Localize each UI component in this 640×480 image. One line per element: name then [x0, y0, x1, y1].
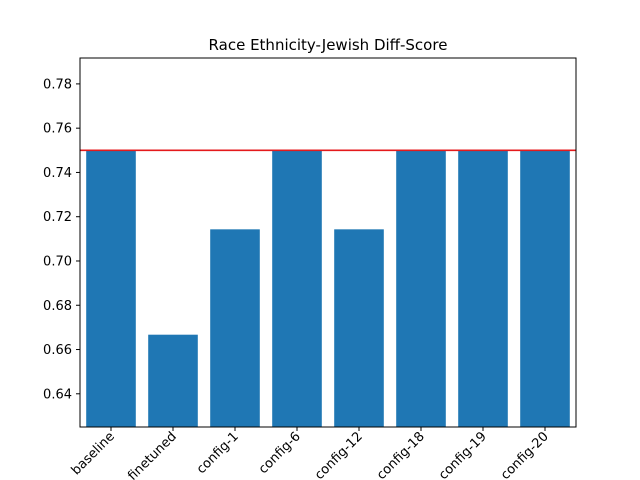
- x-ticks-layer: baseline finetuned config-1 config-6 config-…: [69, 427, 552, 480]
- bar-config-20: [520, 150, 570, 427]
- plot-frame: [79, 57, 577, 428]
- bar-config-6: [272, 150, 322, 427]
- x-tick-label-config-20: config-20: [498, 429, 552, 480]
- bar-baseline: [86, 150, 136, 427]
- bars-layer: [86, 150, 570, 427]
- y-tick-label: 0.78: [43, 77, 72, 92]
- y-tick-label: 0.66: [43, 343, 72, 358]
- y-tick-label: 0.68: [43, 299, 72, 314]
- x-tick-label-config-18: config-18: [374, 429, 428, 480]
- x-tick-label-config-19: config-19: [436, 429, 490, 480]
- y-tick-label: 0.64: [43, 387, 72, 402]
- y-tick-label: 0.76: [43, 122, 72, 137]
- x-tick-label-config-12: config-12: [312, 429, 366, 480]
- x-tick-label-baseline: baseline: [69, 429, 118, 478]
- bar-config-18: [396, 150, 446, 427]
- bar-config-19: [458, 150, 508, 427]
- bar-finetuned: [148, 334, 198, 427]
- y-tick-label: 0.74: [43, 166, 72, 181]
- x-tick-label-config-6: config-6: [256, 429, 304, 477]
- x-tick-label-config-1: config-1: [194, 429, 242, 477]
- axes-layer: [79, 57, 577, 428]
- y-tick-label: 0.72: [43, 210, 72, 225]
- y-tick-label: 0.70: [43, 254, 72, 269]
- chart-title: Race Ethnicity-Jewish Diff-Score: [209, 36, 448, 54]
- x-tick-label-finetuned: finetuned: [125, 429, 180, 480]
- bar-config-1: [210, 229, 260, 427]
- bar-config-12: [334, 229, 384, 427]
- y-ticks-layer: 0.64 0.66 0.68 0.70 0.72 0.74 0.76 0.78: [43, 77, 80, 402]
